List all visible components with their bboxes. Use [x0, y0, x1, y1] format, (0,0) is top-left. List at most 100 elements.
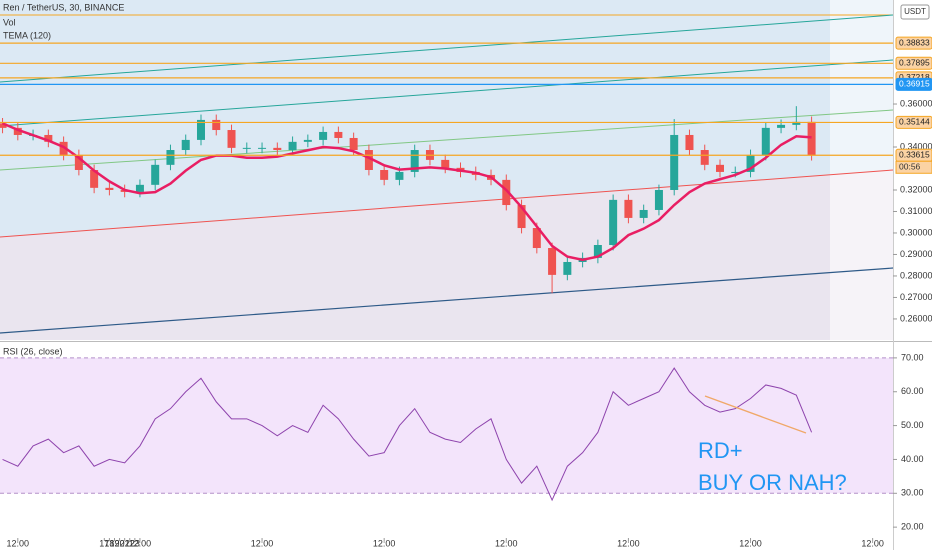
candle-body	[105, 187, 114, 190]
price-tag	[895, 36, 932, 50]
price-tag-label: 0.36915	[899, 79, 930, 89]
candle-body	[777, 124, 786, 128]
rsi-band	[0, 357, 893, 494]
candle-body	[639, 209, 648, 218]
candle-body	[761, 127, 770, 155]
candle-body	[242, 147, 251, 149]
price-tag-label: 0.35144	[899, 117, 930, 127]
candle-body	[792, 121, 801, 125]
y-tick-label: 40.00	[901, 454, 924, 464]
candle-body	[746, 154, 755, 172]
candle-body	[609, 199, 618, 246]
x-tick-label: 12:00	[129, 538, 152, 548]
candle-body	[410, 150, 419, 172]
y-tick-label: 0.26000	[900, 313, 932, 323]
y-tick-label: 0.27000	[900, 292, 932, 302]
candle-body	[0, 123, 7, 128]
tema-line	[2, 122, 812, 262]
x-tick-label: 22	[125, 538, 135, 548]
symbol-title: Ren / TetherUS, 30, BINANCE	[3, 2, 124, 12]
candle-body	[258, 147, 267, 149]
countdown-tag	[895, 160, 932, 174]
candle-body	[670, 134, 679, 190]
x-tick-label: 12:00	[739, 538, 762, 548]
x-tick-label: 12:00	[861, 538, 884, 548]
annotation: BUY OR NAH?	[698, 470, 847, 495]
x-tick-label: 20	[115, 538, 125, 548]
price-tag-label: 0.37218	[899, 72, 930, 82]
candle-body	[517, 205, 526, 229]
candle-body	[212, 119, 221, 131]
candle-body	[196, 119, 205, 140]
x-tick-label: 21	[120, 538, 130, 548]
trend-line	[0, 169, 894, 238]
candle-body	[563, 261, 572, 275]
x-tick-label: 12:00	[373, 538, 396, 548]
candle-body	[593, 245, 602, 258]
x-tick-label: 12:00	[495, 538, 518, 548]
volume-legend: Vol	[3, 17, 16, 27]
x-tick-label: 12:00	[251, 538, 274, 548]
x-tick-label: 12:00	[7, 538, 30, 548]
channel-shade	[0, 170, 893, 340]
currency-label: USDT	[904, 7, 926, 16]
future-area	[830, 0, 893, 340]
x-tick-label: 19	[109, 538, 119, 548]
candle-body	[303, 139, 312, 142]
candle-body	[288, 141, 297, 151]
y-tick-label: 20.00	[901, 522, 924, 532]
candle-body	[654, 189, 663, 210]
candle-body	[349, 137, 358, 151]
trend-line	[0, 59, 894, 127]
x-tick-label: 23	[130, 538, 140, 548]
trend-line	[0, 109, 894, 171]
rsi-trend-line	[704, 395, 807, 434]
candle-body	[624, 199, 633, 218]
y-tick-label: 0.31000	[900, 206, 932, 216]
trend-line	[0, 14, 894, 83]
price-tag-label: 0.33615	[899, 150, 930, 160]
price-tag-label: 0.38833	[899, 37, 930, 47]
currency-box	[900, 4, 930, 20]
trend-line	[0, 267, 894, 334]
candle-body	[548, 248, 557, 275]
candle-body	[166, 150, 175, 165]
y-tick-label: 50.00	[901, 420, 924, 430]
candle-body	[502, 179, 511, 206]
rsi-line	[2, 367, 813, 502]
candle-body	[181, 139, 190, 151]
y-tick-label: 60.00	[901, 386, 924, 396]
x-tick-label: 18	[104, 538, 114, 548]
price-tag	[895, 77, 932, 91]
candle-body	[74, 154, 83, 170]
y-tick-label: 0.36000	[900, 98, 932, 108]
candle-body	[807, 121, 816, 156]
annotation: RD+	[698, 438, 743, 463]
rsi-title: RSI (26, close)	[3, 346, 63, 356]
y-tick-label: 0.34000	[900, 141, 932, 151]
candle-body	[395, 171, 404, 180]
y-tick-label: 70.00	[901, 352, 924, 362]
candle-body	[44, 134, 53, 142]
price-tag	[895, 56, 932, 70]
y-tick-label: 0.28000	[900, 270, 932, 280]
y-tick-label: 30.00	[901, 488, 924, 498]
candle-body	[151, 164, 160, 185]
candle-body	[700, 150, 709, 165]
y-tick-label: 0.30000	[900, 227, 932, 237]
y-tick-label: 0.29000	[900, 249, 932, 259]
candle-body	[227, 130, 236, 148]
candle-body	[273, 147, 282, 151]
price-tag-label: 0.37895	[899, 58, 930, 68]
tema-legend: TEMA (120)	[3, 30, 51, 40]
candle-body	[532, 228, 541, 249]
candle-body	[380, 170, 389, 180]
candle-body	[364, 150, 373, 170]
countdown: 00:56	[899, 162, 921, 172]
candle-body	[334, 131, 343, 138]
y-tick-label: 0.32000	[900, 184, 932, 194]
candle-body	[13, 127, 22, 135]
candle-body	[90, 170, 99, 188]
candle-body	[731, 171, 740, 173]
